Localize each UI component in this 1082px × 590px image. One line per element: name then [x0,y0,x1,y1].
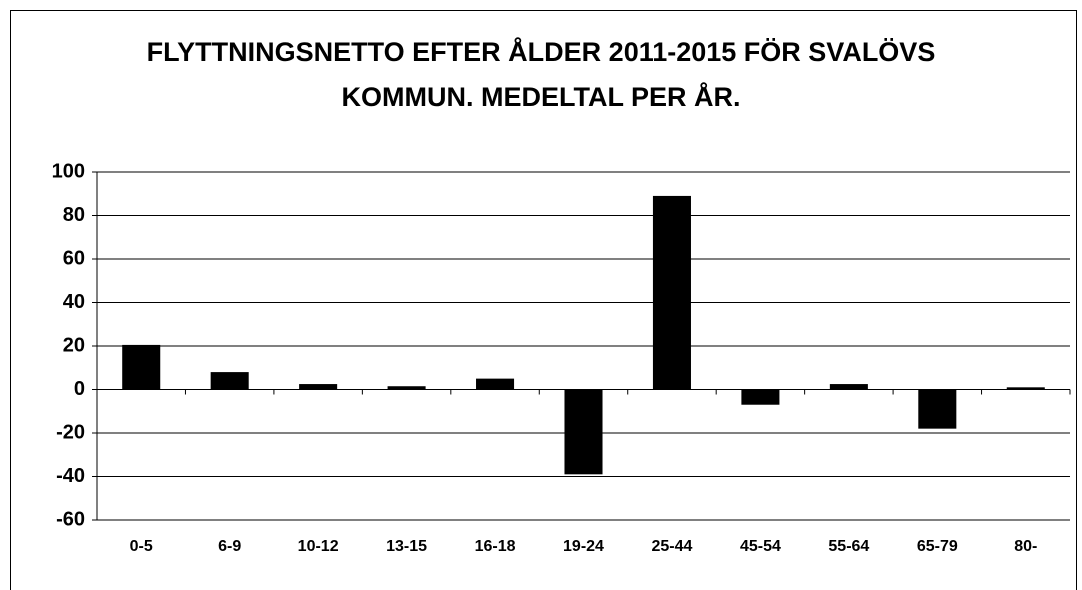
x-tick-label: 10-12 [298,538,339,555]
y-tick-label: -60 [56,508,85,530]
bar [564,389,603,475]
bar [652,195,691,390]
y-tick-label: -20 [56,421,85,443]
bar [741,389,780,405]
y-tick-label: 100 [52,160,85,182]
bar [299,384,338,390]
chart-title: FLYTTNINGSNETTO EFTER ÅLDER 2011-2015 FÖ… [146,37,936,112]
bar [918,389,957,429]
x-tick-label: 25-44 [651,538,692,555]
x-tick-label: 0-5 [130,538,153,555]
x-tick-label: 19-24 [563,538,604,555]
y-tick-label: 40 [63,291,85,313]
x-tick-label: 6-9 [218,538,241,555]
x-tick-label: 55-64 [828,538,869,555]
y-tick-label: -40 [56,465,85,487]
y-tick-label: 60 [63,247,85,269]
x-tick-label: 65-79 [917,538,958,555]
y-tick-label: 80 [63,204,85,226]
x-tick-label: 16-18 [475,538,516,555]
y-tick-label: 0 [74,378,85,400]
x-tick-label: 45-54 [740,538,781,555]
x-tick-label: 13-15 [386,538,427,555]
chart-frame [10,10,1077,590]
bar [210,372,249,390]
bar [387,386,426,390]
y-tick-label: 20 [63,334,85,356]
bar [829,384,868,390]
bar [1006,387,1045,390]
x-tick-label: 80- [1014,538,1037,555]
bar [476,378,515,390]
bar [122,344,161,390]
